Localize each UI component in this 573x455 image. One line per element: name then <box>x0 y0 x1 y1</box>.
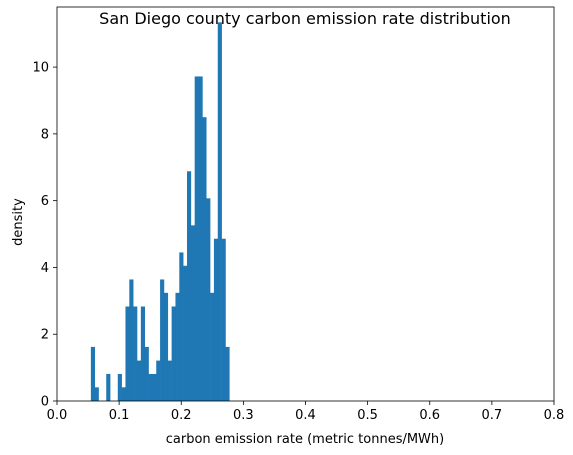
histogram-bar <box>137 360 142 401</box>
histogram-bar <box>202 117 207 402</box>
histogram-bar <box>221 238 226 401</box>
histogram-bar <box>152 373 157 401</box>
histogram-bar <box>129 279 134 401</box>
histogram-bar <box>156 360 161 401</box>
bars-group <box>90 22 230 402</box>
y-tick-label: 10 <box>32 61 49 76</box>
histogram-bar <box>194 76 199 402</box>
x-tick-label: 0.3 <box>233 408 254 423</box>
histogram-bar <box>171 306 176 401</box>
y-axis-label: density <box>11 198 26 246</box>
x-tick-label: 0.1 <box>109 408 130 423</box>
x-axis-label: carbon emission rate (metric tonnes/MWh) <box>166 432 444 447</box>
x-tick-label: 0.2 <box>171 408 192 423</box>
histogram-bar <box>217 22 222 402</box>
chart-title: San Diego county carbon emission rate di… <box>99 9 511 28</box>
histogram-bar <box>183 265 188 401</box>
y-tick-label: 0 <box>41 395 49 410</box>
histogram-bar <box>186 171 192 401</box>
histogram-bar <box>210 292 215 401</box>
x-tick-label: 0.6 <box>419 408 440 423</box>
y-axis-ticks: 0 2 4 6 8 10 <box>32 61 57 410</box>
histogram-bar <box>148 373 153 401</box>
histogram-bar <box>94 387 99 401</box>
y-tick-label: 6 <box>41 194 49 209</box>
histogram-bar <box>206 198 211 401</box>
histogram-bar <box>106 373 111 401</box>
histogram-bar <box>160 279 165 401</box>
x-tick-label: 0.4 <box>295 408 316 423</box>
histogram-bar <box>179 252 184 401</box>
histogram-bar <box>117 373 122 401</box>
histogram-bar <box>133 306 138 401</box>
histogram-bar <box>121 387 126 401</box>
histogram-bar <box>125 306 130 401</box>
x-axis-ticks: 0.0 0.1 0.2 0.3 0.4 0.5 0.6 0.7 0.8 <box>47 401 565 423</box>
histogram-bar <box>167 360 172 401</box>
histogram-bar <box>213 238 219 401</box>
x-tick-label: 0.7 <box>482 408 503 423</box>
histogram-bar <box>163 292 169 401</box>
histogram-bar <box>225 346 230 401</box>
y-tick-label: 4 <box>41 261 49 276</box>
histogram-bar <box>198 76 203 402</box>
y-tick-label: 8 <box>41 127 49 142</box>
histogram-bar <box>190 225 195 401</box>
x-tick-label: 0.8 <box>544 408 565 423</box>
y-tick-label: 2 <box>41 328 49 343</box>
histogram-bar <box>175 292 180 401</box>
x-tick-label: 0.0 <box>47 408 68 423</box>
histogram-bar <box>140 306 145 401</box>
histogram-bar <box>144 346 149 401</box>
histogram-bar <box>90 346 96 401</box>
x-tick-label: 0.5 <box>357 408 378 423</box>
